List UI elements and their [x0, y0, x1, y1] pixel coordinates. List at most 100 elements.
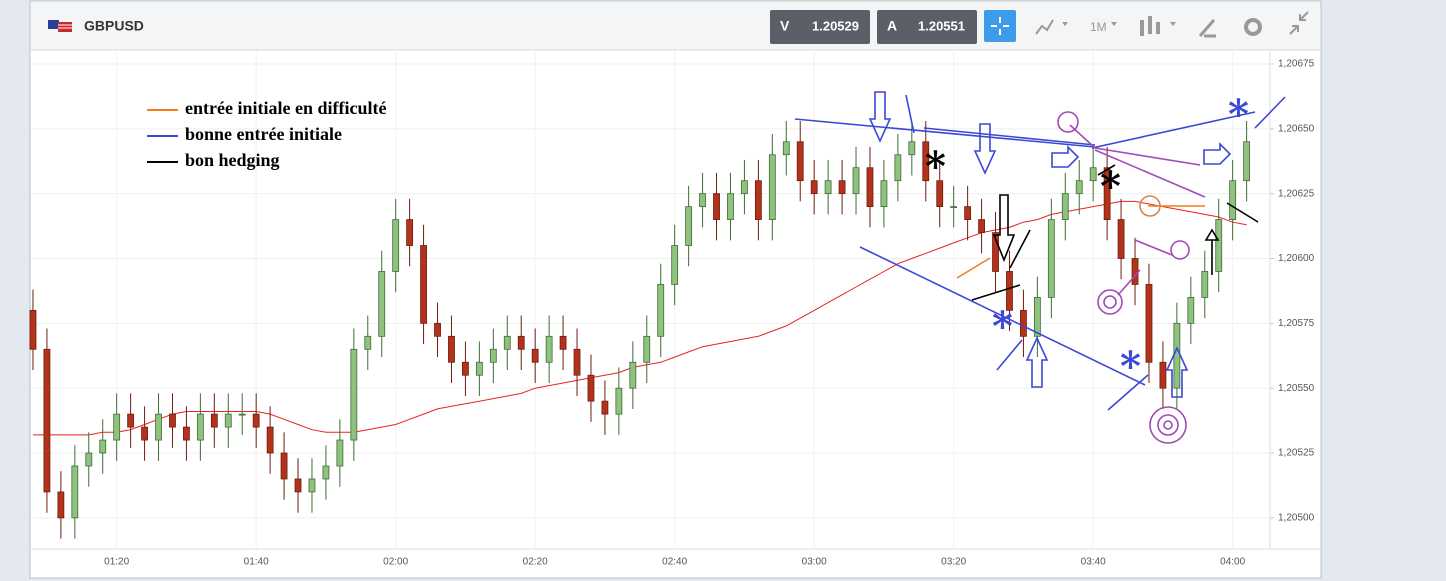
x-tick-label: 02:20 — [523, 557, 548, 568]
candle-body — [252, 413, 260, 428]
candle-body — [462, 361, 469, 376]
candle-body — [894, 154, 902, 182]
y-tick-label: 1,20550 — [1278, 383, 1315, 394]
candle-body — [280, 452, 288, 480]
annotation-legend: entrée initiale en difficulté bonne entré… — [147, 98, 386, 170]
y-tick-label: 1,20600 — [1278, 253, 1315, 264]
crosshair-button[interactable] — [984, 10, 1016, 42]
x-tick-label: 03:00 — [802, 557, 827, 568]
candle-body — [1089, 167, 1097, 182]
symbol: GBPUSD — [84, 18, 144, 34]
candle-body — [545, 335, 553, 363]
svg-text:*: * — [1228, 91, 1249, 138]
candle-body — [1061, 193, 1069, 220]
dropdown-caret — [1062, 22, 1068, 26]
candle-body — [782, 141, 790, 156]
x-tick-label: 02:40 — [662, 557, 687, 568]
candle-body — [169, 413, 176, 428]
candle-body — [699, 193, 706, 208]
settings-icon[interactable] — [1244, 18, 1262, 36]
draw-icon[interactable] — [1198, 19, 1216, 38]
candle-body — [350, 348, 358, 441]
y-tick-label: 1,20675 — [1278, 59, 1315, 70]
x-tick-label: 03:20 — [941, 557, 966, 568]
candle-body — [294, 478, 302, 493]
candle-body — [475, 361, 483, 376]
hand-asterisks: * * * * * — [925, 91, 1249, 390]
candle-body — [629, 361, 637, 389]
candle-body — [224, 413, 232, 428]
flag-icon — [48, 20, 72, 32]
annotation-text: bon hedging — [185, 150, 280, 170]
candle-body — [378, 271, 386, 337]
candle-body — [615, 387, 623, 415]
candle-body — [1006, 271, 1013, 311]
bid-price: 1.20529 — [812, 18, 859, 33]
candle-body — [866, 167, 874, 208]
ask-price: 1.20551 — [918, 18, 965, 33]
svg-text:*: * — [925, 143, 946, 190]
candle-body — [713, 193, 720, 220]
indicator-icon[interactable] — [1035, 19, 1054, 35]
candle-body — [1047, 219, 1055, 298]
candle-body — [1159, 361, 1167, 389]
timeframe[interactable]: 1M — [1090, 20, 1107, 34]
candle-body — [992, 232, 999, 272]
annotation-text: bonne entrée initiale — [185, 124, 342, 144]
candle-body — [936, 180, 944, 208]
ask-label: A — [887, 18, 897, 34]
chart-type-icon[interactable] — [1140, 16, 1160, 36]
candle-body — [964, 206, 972, 220]
x-tick-label: 01:40 — [244, 557, 269, 568]
x-tick-label: 01:20 — [104, 557, 129, 568]
candle-body — [127, 413, 135, 428]
candle-body — [1173, 322, 1181, 389]
ask-button[interactable] — [877, 10, 977, 44]
svg-text:*: * — [1100, 163, 1121, 210]
toolbar — [31, 2, 1320, 50]
candle-body — [210, 413, 218, 428]
candle-body — [434, 322, 441, 337]
plot-area — [29, 51, 1274, 549]
candle-body — [531, 348, 539, 363]
candle-body — [1117, 219, 1125, 259]
dropdown-caret — [1170, 22, 1176, 26]
candle-body — [587, 374, 595, 402]
candle-body — [643, 335, 651, 363]
candle-body — [950, 206, 958, 209]
candle-body — [336, 439, 344, 467]
candle-body — [741, 180, 748, 195]
candle-body — [796, 141, 804, 182]
candle-body — [141, 426, 148, 441]
candle-body — [685, 206, 693, 246]
candle-body — [880, 180, 888, 208]
bid-button[interactable] — [770, 10, 870, 44]
hand-drawings — [794, 91, 1286, 444]
y-tick-label: 1,20525 — [1278, 448, 1315, 459]
svg-text:*: * — [992, 303, 1013, 350]
candle-body — [503, 335, 511, 350]
candle-body — [810, 180, 818, 195]
candle-body — [1243, 141, 1251, 182]
candle-body — [922, 141, 930, 182]
minimize-icon[interactable] — [1289, 11, 1309, 35]
candle-body — [1215, 219, 1223, 272]
candle-body — [85, 452, 93, 467]
candle-body — [155, 413, 162, 441]
candle-body — [1187, 297, 1195, 324]
candle-body — [99, 439, 107, 454]
annotation-text: entrée initiale en difficulté — [185, 98, 386, 118]
candle-body — [489, 348, 497, 363]
y-tick-label: 1,20650 — [1278, 123, 1315, 134]
candle-body — [322, 465, 330, 480]
candle-body — [1201, 271, 1209, 298]
candle-body — [364, 335, 372, 350]
candle-body — [573, 348, 581, 376]
candle-body — [1131, 258, 1139, 285]
candle-body — [420, 245, 427, 324]
y-tick-label: 1,20500 — [1278, 513, 1315, 524]
candle-body — [671, 245, 679, 285]
x-tick-label: 03:40 — [1081, 557, 1106, 568]
candle-body — [448, 335, 455, 363]
